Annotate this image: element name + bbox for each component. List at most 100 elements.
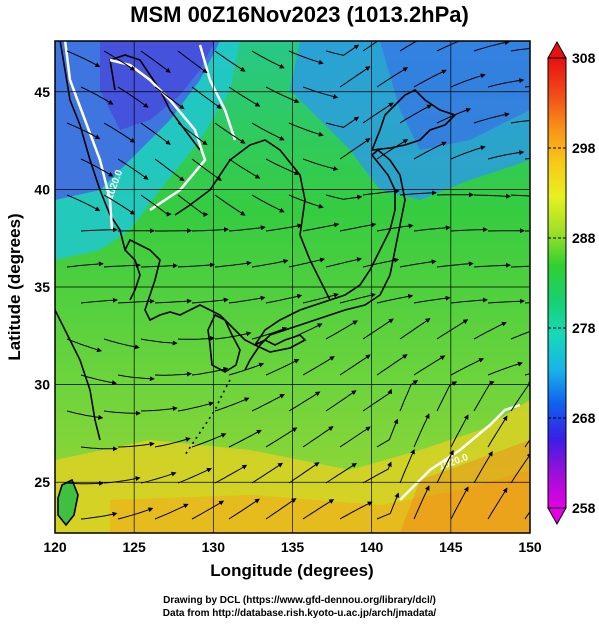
streamline	[362, 257, 400, 268]
streamline	[177, 262, 215, 268]
wind-streamlines	[66, 41, 530, 520]
streamline	[436, 261, 474, 268]
streamline	[177, 50, 208, 74]
streamline	[265, 158, 300, 176]
streamline	[473, 380, 495, 412]
streamline	[66, 410, 104, 420]
streamline	[214, 122, 246, 144]
streamline	[214, 260, 252, 268]
colorbar-tick-label: 268	[572, 410, 596, 426]
kyushu-coast	[207, 313, 241, 373]
streamline	[103, 50, 136, 71]
streamline	[117, 507, 154, 520]
streamline	[251, 258, 289, 268]
streamline	[524, 438, 530, 448]
streamline	[288, 323, 323, 340]
streamline	[80, 446, 118, 452]
x-tick-label: 150	[518, 539, 542, 555]
streamline	[228, 86, 261, 107]
streamline	[265, 293, 303, 304]
streamline	[288, 391, 321, 412]
streamline	[80, 227, 118, 233]
colorbar-scale	[547, 57, 567, 509]
streamline	[251, 50, 285, 69]
streamline	[510, 265, 530, 268]
streamline	[413, 141, 447, 160]
hokkaido-coast	[370, 89, 457, 151]
streamline	[436, 319, 469, 340]
streamline	[265, 223, 303, 232]
streamline	[251, 122, 285, 141]
streamline	[376, 67, 409, 88]
streamline	[339, 138, 371, 160]
y-tick-label: 35	[34, 279, 50, 295]
y-tick-label: 45	[34, 84, 50, 100]
streamline	[339, 222, 377, 232]
streamline	[214, 331, 252, 340]
streamline	[399, 41, 418, 52]
streamline	[177, 401, 214, 412]
colorbar-bottom-arrow	[547, 507, 567, 526]
y-axis-title: Latitude (degrees)	[5, 213, 24, 360]
streamline	[117, 298, 155, 304]
streamline	[66, 480, 104, 486]
streamline	[66, 50, 101, 68]
streamline	[288, 194, 324, 209]
streamline	[524, 510, 530, 520]
streamline	[214, 464, 248, 484]
streamline	[66, 261, 104, 268]
streamline	[177, 122, 208, 146]
streamline	[450, 145, 486, 160]
streamline	[450, 414, 469, 448]
streamline	[214, 397, 250, 412]
streamline	[66, 122, 101, 140]
streamline	[191, 297, 229, 304]
streamline	[510, 119, 530, 124]
streamline	[66, 338, 102, 353]
credit-line-2: Data from http://database.rish.kyoto-u.a…	[162, 608, 437, 619]
streamline	[191, 433, 227, 448]
streamline	[117, 86, 149, 108]
streamline	[140, 471, 177, 484]
streamline	[413, 355, 446, 376]
streamline	[154, 371, 192, 377]
streamline	[510, 194, 530, 197]
isobar-1020-south	[399, 403, 521, 501]
streamline	[288, 50, 324, 65]
streamline	[473, 451, 493, 484]
streamline	[376, 139, 409, 160]
streamline	[510, 452, 530, 484]
streamline	[302, 426, 334, 448]
credits: Drawing by DCL (https://www.gfd-dennou.o…	[0, 594, 599, 620]
streamline	[376, 354, 408, 376]
colorbar-tick-label: 308	[572, 50, 596, 66]
streamline	[325, 257, 362, 268]
isobar-1020-north-east	[198, 44, 237, 141]
x-tick-label: 120	[43, 539, 67, 555]
streamline	[399, 318, 431, 340]
streamline	[473, 262, 511, 268]
streamline	[473, 41, 510, 52]
streamline	[302, 158, 339, 171]
streamline	[450, 227, 488, 233]
streamline	[103, 122, 136, 143]
streamline	[302, 86, 339, 99]
streamline	[103, 338, 140, 350]
streamline	[413, 295, 451, 304]
streamline	[376, 223, 414, 232]
y-tick-label: 25	[34, 474, 50, 490]
streamline	[325, 44, 360, 56]
x-axis-title: Longitude (degrees)	[210, 561, 373, 580]
streamline	[399, 104, 433, 124]
honshu-coast	[244, 148, 406, 371]
streamline	[362, 102, 394, 124]
streamline	[265, 498, 297, 520]
china-coast-south	[55, 308, 101, 441]
streamline	[154, 86, 185, 110]
streamline	[80, 297, 118, 304]
streamline	[473, 193, 511, 199]
streamline	[399, 190, 437, 196]
streamline	[450, 73, 486, 88]
streamline	[66, 194, 101, 212]
streamline	[288, 122, 324, 137]
